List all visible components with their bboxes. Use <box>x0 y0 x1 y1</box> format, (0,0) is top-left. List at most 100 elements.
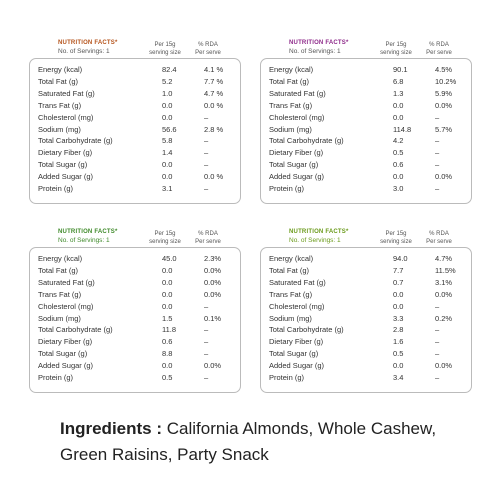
ingredients: Ingredients : California Almonds, Whole … <box>60 416 455 468</box>
nutrient: Protein (g) <box>38 373 74 382</box>
table-box: Energy (kcal) 45.0 2.3% Total Fat (g) 0.0 0.0… <box>29 247 241 393</box>
servings: No. of Servings: 1 <box>58 48 110 55</box>
nutrient: Sodium (mg) <box>38 313 81 323</box>
per-serving: 0.0 <box>162 301 173 311</box>
per-serving: 3.3 <box>393 313 404 323</box>
nutrient: Added Sugar (g) <box>269 172 325 182</box>
nutrient: Total Carbohydrate (g) <box>38 136 113 146</box>
rda: – <box>435 337 440 347</box>
per-serving: 0.0 <box>162 265 173 275</box>
rda: – <box>435 349 440 359</box>
rda: – <box>204 136 209 146</box>
per-serving: 0.7 <box>393 277 404 287</box>
nutrient: Added Sugar (g) <box>38 172 94 182</box>
per-serving: 0.0 <box>162 100 173 110</box>
per-serving: 1.3 <box>393 88 404 98</box>
rda: – <box>204 373 209 382</box>
per-serving: 0.5 <box>393 148 404 158</box>
nutrient: Cholesterol (mg) <box>38 112 94 122</box>
servings: No. of Servings: 1 <box>289 237 341 244</box>
per-serving: 8.8 <box>162 349 173 359</box>
rda: – <box>204 301 209 311</box>
nutrition-panel: NUTRITION FACTS* No. of Servings: 1 Per 15… <box>260 40 474 210</box>
col-header-rda: % RDA Per serve <box>186 41 230 57</box>
col-header-line: % RDA <box>429 42 449 48</box>
per-serving: 5.2 <box>162 76 173 86</box>
rda: 0.0% <box>204 289 222 299</box>
nutrient: Protein (g) <box>269 184 305 193</box>
table-box: Energy (kcal) 82.4 4.1 % Total Fat (g) 5.2 7.… <box>29 58 241 204</box>
per-serving: 2.8 <box>393 325 404 335</box>
rda: 0.0% <box>204 361 222 371</box>
col-header-line: Per serve <box>195 50 221 56</box>
col-header-per: Per 15g serving size <box>143 41 187 57</box>
rda: 3.1% <box>435 277 453 287</box>
per-serving: 7.7 <box>393 265 404 275</box>
per-serving: 94.0 <box>393 254 408 263</box>
nutrient: Dietary Fiber (g) <box>38 337 93 347</box>
rda: – <box>435 325 440 335</box>
col-header-rda: % RDA Per serve <box>417 41 461 57</box>
rda: 0.0 % <box>204 100 224 110</box>
nutrient: Dietary Fiber (g) <box>269 148 324 158</box>
rda: – <box>435 184 440 193</box>
col-header-per: Per 15g serving size <box>374 41 418 57</box>
nutrient: Total Carbohydrate (g) <box>38 325 113 335</box>
col-header-line: % RDA <box>429 231 449 237</box>
per-serving: 0.6 <box>162 337 173 347</box>
nutrient: Saturated Fat (g) <box>38 277 95 287</box>
col-header-rda: % RDA Per serve <box>186 230 230 246</box>
rda: – <box>435 112 440 122</box>
nutrient: Total Sugar (g) <box>38 349 88 359</box>
nutrient: Dietary Fiber (g) <box>269 337 324 347</box>
panel-title: NUTRITION FACTS* <box>289 40 349 46</box>
nutrient: Trans Fat (g) <box>269 100 313 110</box>
rda: – <box>204 112 209 122</box>
rda: – <box>435 373 440 382</box>
per-serving: 4.2 <box>393 136 404 146</box>
rda: 0.2% <box>435 313 453 323</box>
ingredients-label: Ingredients : <box>60 419 163 438</box>
col-header-line: Per serve <box>426 50 452 56</box>
per-serving: 0.0 <box>162 361 173 371</box>
panel-title: NUTRITION FACTS* <box>289 229 349 235</box>
rda: 0.0 % <box>204 172 224 182</box>
nutrient: Energy (kcal) <box>269 254 314 263</box>
col-header-line: Per 15g <box>385 231 407 237</box>
nutrient: Total Fat (g) <box>38 265 79 275</box>
nutrient: Total Sugar (g) <box>269 160 319 170</box>
nutrition-panel: NUTRITION FACTS* No. of Servings: 1 Per 15… <box>29 40 243 210</box>
nutrient: Energy (kcal) <box>269 65 314 74</box>
rda: 2.3% <box>204 254 222 263</box>
rda: 4.1 % <box>204 65 224 74</box>
nutrient: Sodium (mg) <box>38 124 81 134</box>
per-serving: 3.1 <box>162 184 173 193</box>
nutrient: Cholesterol (mg) <box>38 301 94 311</box>
per-serving: 3.0 <box>393 184 404 193</box>
per-serving: 1.4 <box>162 148 173 158</box>
per-serving: 90.1 <box>393 65 408 74</box>
nutrient: Total Carbohydrate (g) <box>269 136 344 146</box>
per-serving: 114.8 <box>393 124 412 134</box>
per-serving: 0.0 <box>162 112 173 122</box>
col-header-per: Per 15g serving size <box>143 230 187 246</box>
per-serving: 0.5 <box>162 373 173 382</box>
rda: 10.2% <box>435 76 457 86</box>
per-serving: 3.4 <box>393 373 404 382</box>
per-serving: 0.0 <box>393 301 404 311</box>
rda: – <box>204 160 209 170</box>
rda: 7.7 % <box>204 76 224 86</box>
per-serving: 11.8 <box>162 325 177 335</box>
rda: 4.7% <box>435 254 453 263</box>
per-serving: 1.6 <box>393 337 404 347</box>
rda: 5.9% <box>435 88 453 98</box>
col-header-per: Per 15g serving size <box>374 230 418 246</box>
nutrient: Energy (kcal) <box>38 254 83 263</box>
col-header-line: serving size <box>149 239 181 245</box>
rda: 4.7 % <box>204 88 224 98</box>
col-header-line: Per serve <box>426 239 452 245</box>
col-header-line: serving size <box>380 239 412 245</box>
nutrient: Added Sugar (g) <box>38 361 94 371</box>
rda: – <box>204 349 209 359</box>
nutrient: Saturated Fat (g) <box>38 88 95 98</box>
